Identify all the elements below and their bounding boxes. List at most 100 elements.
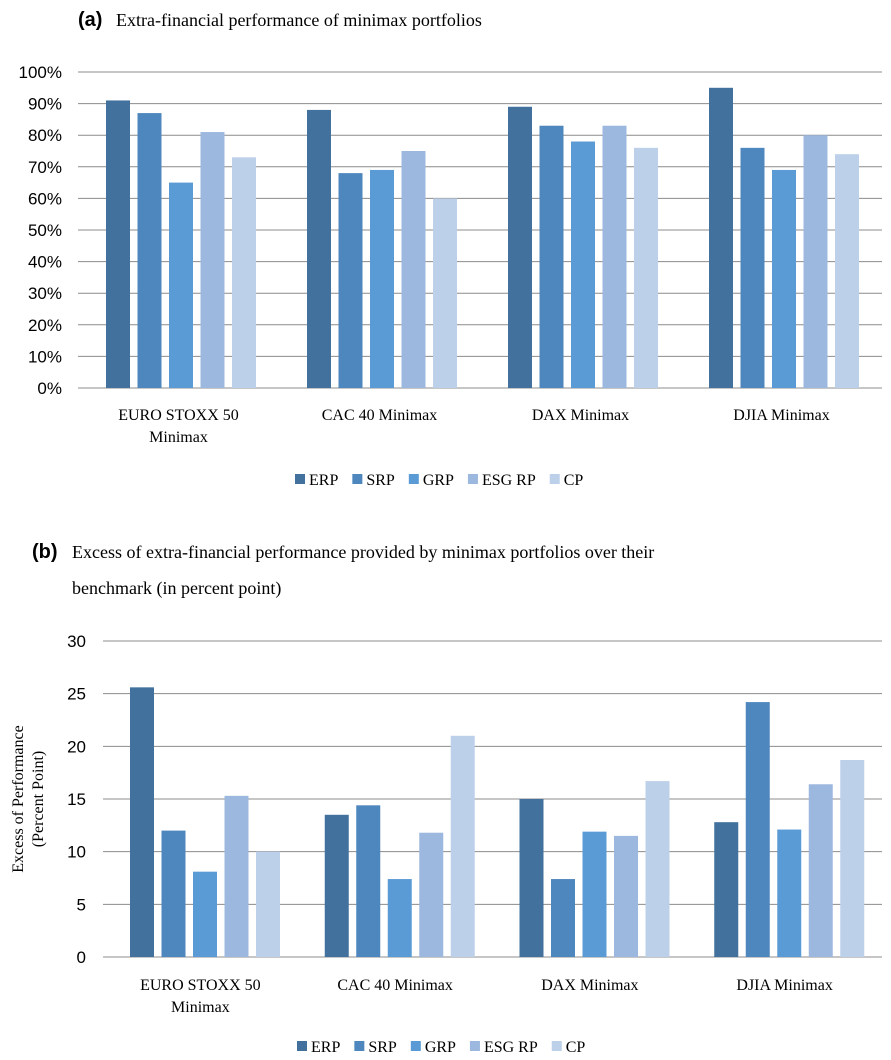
- bar-cp: [645, 781, 670, 957]
- panel-b-label: (b): [32, 541, 58, 563]
- bar-esg-rp: [401, 151, 426, 388]
- bar-cp: [835, 154, 859, 388]
- y-tick-label: 30%: [28, 284, 62, 303]
- bar-esg-rp: [803, 135, 828, 388]
- y-tick-label: 60%: [28, 189, 62, 208]
- y-axis-title: Excess of Performance: [10, 725, 27, 873]
- bar-srp: [356, 805, 381, 957]
- x-category-label: CAC 40 Minimax: [322, 407, 438, 424]
- legend-swatch: [295, 474, 305, 484]
- legend-label: GRP: [423, 472, 454, 489]
- y-tick-label: 0: [77, 948, 86, 967]
- bar-cp: [256, 851, 280, 957]
- legend-label: GRP: [425, 1039, 456, 1056]
- legend-swatch: [297, 1041, 307, 1051]
- panel-b-chart: (b) Excess of extra-financial performanc…: [10, 541, 882, 1056]
- bar-cp: [634, 147, 658, 388]
- legend-label: ESG RP: [484, 1039, 538, 1056]
- x-category-label: DAX Minimax: [541, 977, 638, 994]
- legend-label: ESG RP: [482, 472, 536, 489]
- panel-b-y-axis: 0 5 10 15 20 25 30: [67, 632, 86, 967]
- bar-grp: [169, 182, 193, 388]
- y-tick-label: 50%: [28, 221, 62, 240]
- bar-srp: [745, 702, 770, 957]
- bar-cp: [433, 198, 457, 388]
- y-tick-label: 20%: [28, 316, 62, 335]
- panel-b-title-line2: benchmark (in percent point): [72, 578, 281, 599]
- bar-erp: [519, 799, 544, 957]
- legend-label: ERP: [309, 472, 338, 489]
- bar-srp: [539, 125, 564, 388]
- bar-esg-rp: [200, 132, 225, 388]
- panel-b-legend: ERP SRP GRP ESG RP CP: [297, 1039, 585, 1056]
- legend-swatch: [467, 474, 478, 484]
- legend-swatch: [410, 1041, 421, 1051]
- legend-swatch: [549, 474, 560, 484]
- bar-erp: [130, 687, 154, 957]
- legend-swatch: [408, 474, 419, 484]
- y-tick-label: 20: [67, 737, 86, 756]
- x-category-label: EURO STOXX 50: [118, 407, 239, 424]
- bar-esg-rp: [614, 835, 638, 957]
- bar-cp: [450, 735, 475, 957]
- bar-grp: [772, 169, 796, 388]
- panel-b-x-axis: EURO STOXX 50 Minimax CAC 40 Minimax DAX Mi…: [140, 977, 833, 1016]
- bar-erp: [508, 106, 532, 388]
- y-tick-label: 30: [67, 632, 86, 651]
- bar-srp: [740, 147, 765, 388]
- legend-swatch: [551, 1041, 562, 1051]
- panel-a-title: Extra-financial performance of minimax p…: [116, 10, 482, 30]
- legend-label: SRP: [366, 472, 395, 489]
- y-axis-title: (Percent Point): [30, 751, 47, 847]
- x-category-label: DAX Minimax: [532, 407, 629, 424]
- legend-label: ERP: [311, 1039, 340, 1056]
- legend-swatch: [352, 474, 363, 484]
- bar-grp: [193, 871, 217, 957]
- bar-grp: [582, 831, 607, 957]
- bar-grp: [387, 879, 412, 957]
- y-tick-label: 70%: [28, 158, 62, 177]
- y-tick-label: 80%: [28, 126, 62, 145]
- bar-erp: [709, 87, 733, 389]
- bar-srp: [161, 830, 186, 957]
- panel-a-y-axis: 0% 10% 20% 30% 40% 50% 60% 70% 80% 90% 100%: [19, 63, 62, 398]
- x-category-label: Minimax: [149, 429, 208, 446]
- y-tick-label: 90%: [28, 95, 62, 114]
- x-category-label: DJIA Minimax: [733, 407, 829, 424]
- x-category-label: EURO STOXX 50: [140, 977, 261, 994]
- y-tick-label: 15: [67, 790, 86, 809]
- bar-esg-rp: [224, 795, 249, 957]
- legend-label: CP: [564, 472, 584, 489]
- bar-erp: [307, 109, 331, 389]
- bar-srp: [551, 879, 575, 957]
- panel-b-y-axis-title: Excess of Performance (Percent Point): [10, 725, 47, 873]
- panel-a-bars: [106, 87, 859, 389]
- bar-erp: [106, 100, 130, 388]
- legend-label: CP: [566, 1039, 586, 1056]
- y-tick-label: 0%: [37, 379, 62, 398]
- y-tick-label: 100%: [19, 63, 62, 82]
- panel-a-x-axis: EURO STOXX 50 Minimax CAC 40 Minimax DAX Mi…: [118, 407, 830, 446]
- y-tick-label: 25: [67, 685, 86, 704]
- legend-label: SRP: [368, 1039, 397, 1056]
- y-tick-label: 10%: [28, 347, 62, 366]
- bar-grp: [777, 829, 802, 957]
- panel-b-title-line1: Excess of extra-financial performance pr…: [72, 542, 654, 562]
- legend-swatch: [469, 1041, 480, 1051]
- panel-a-chart: (a) Extra-financial performance of minim…: [19, 9, 882, 489]
- y-tick-label: 10: [67, 843, 86, 862]
- x-category-label: Minimax: [171, 999, 230, 1016]
- panel-a-label: (a): [78, 9, 102, 31]
- bar-cp: [232, 157, 256, 388]
- bar-srp: [137, 113, 162, 388]
- bar-erp: [714, 822, 739, 957]
- y-tick-label: 5: [77, 895, 86, 914]
- x-category-label: DJIA Minimax: [736, 977, 832, 994]
- panel-a-legend: ERP SRP GRP ESG RP CP: [295, 472, 583, 489]
- bar-cp: [840, 760, 865, 957]
- bar-grp: [571, 141, 595, 388]
- bar-esg-rp: [808, 784, 833, 957]
- x-category-label: CAC 40 Minimax: [337, 977, 453, 994]
- panel-b-bars: [130, 687, 865, 957]
